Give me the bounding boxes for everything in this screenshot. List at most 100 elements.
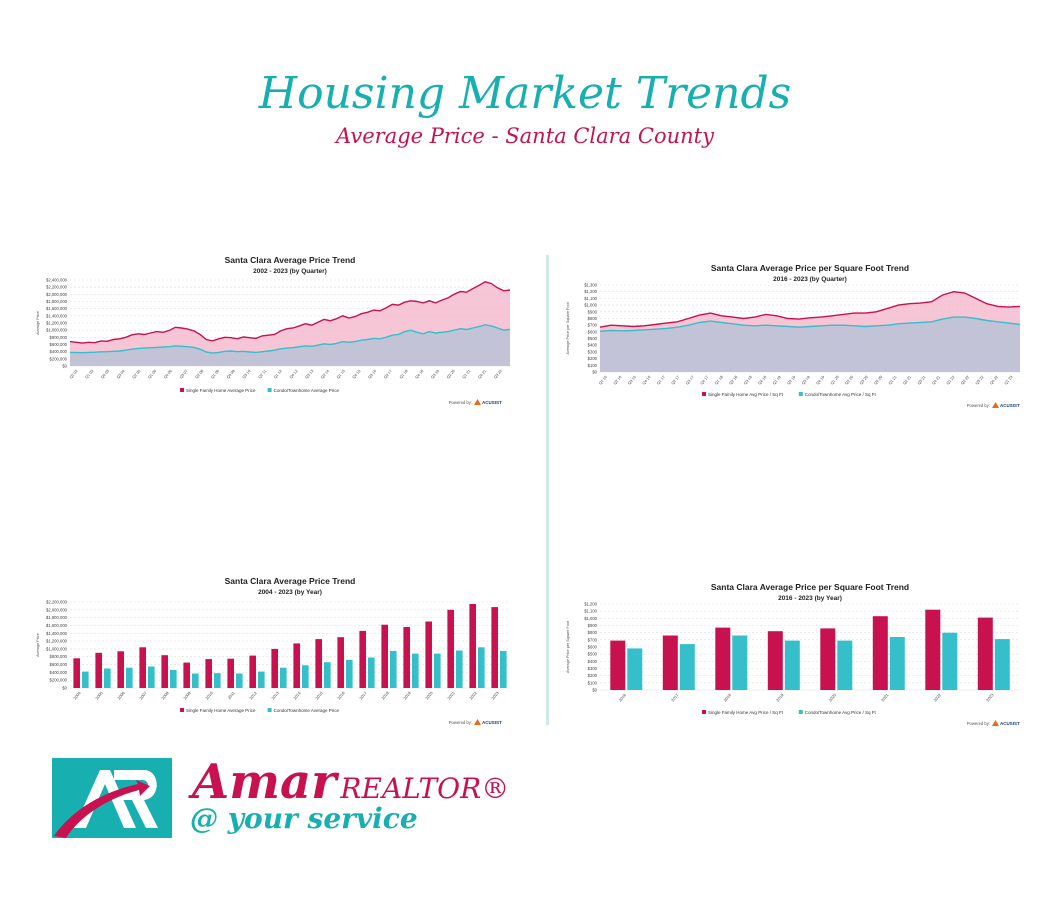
x-tick-label: Q4 06 (163, 369, 173, 379)
chart-subtitle: 2002 - 2023 (by Quarter) (253, 268, 327, 275)
bar (236, 673, 243, 688)
x-tick-label: Q2 11 (258, 369, 268, 379)
x-tick-label: Q1 23 (1004, 375, 1014, 385)
x-tick-label: Q4 18 (415, 369, 425, 379)
x-tick-label: Q2 17 (671, 375, 681, 385)
bar (679, 644, 695, 690)
y-tick-label: $900 (588, 309, 598, 314)
x-tick-label: Q4 16 (642, 375, 652, 385)
bar (183, 662, 190, 688)
legend-swatch (798, 710, 803, 714)
brand-tagline: @ your service (190, 802, 418, 835)
bar (491, 607, 498, 688)
acusist-logo-icon (474, 719, 481, 725)
x-tick-label: 2021 (446, 690, 456, 701)
legend-label: Condo/Townhome Average Price (274, 388, 340, 393)
x-tick-label: 2008 (160, 690, 170, 701)
y-tick-label: $1,200 (584, 602, 597, 607)
y-axis-label: Average Price (36, 633, 40, 657)
x-tick-label: Q4 21 (477, 369, 487, 379)
y-tick-label: $0 (592, 688, 597, 693)
bar (627, 648, 643, 690)
bar (434, 653, 441, 688)
acusist-logo-icon (992, 402, 999, 408)
x-tick-label: Q3 21 (917, 375, 927, 385)
legend-label: Single Family Home Average Price (186, 708, 256, 713)
y-tick-label: $400,000 (50, 349, 68, 354)
y-tick-label: $2,200,000 (46, 600, 68, 605)
y-tick-label: $1,200,000 (46, 321, 68, 326)
x-tick-label: Q1 21 (888, 375, 898, 385)
y-tick-label: $1,100 (584, 609, 597, 614)
y-tick-label: $1,000 (584, 303, 597, 308)
y-tick-label: $1,200 (584, 289, 597, 294)
x-tick-label: Q1 15 (336, 369, 346, 379)
bar (872, 616, 888, 690)
x-tick-label: 2022 (932, 692, 942, 703)
y-tick-label: $1,000 (584, 616, 597, 621)
chart-title: Santa Clara Average Price per Square Foo… (711, 582, 909, 592)
bar (126, 667, 133, 688)
legend-swatch (180, 708, 184, 712)
bar (271, 648, 278, 688)
y-tick-label: $800,000 (50, 335, 68, 340)
acusist-label: ACUSIST (1000, 403, 1020, 408)
x-tick-label: 2021 (880, 692, 890, 703)
y-tick-label: $400 (588, 343, 598, 348)
legend-swatch (702, 710, 706, 714)
chart-title: Santa Clara Average Price Trend (225, 576, 356, 586)
acusist-logo-icon (474, 399, 481, 405)
series-area (600, 317, 1020, 372)
x-tick-label: Q2 21 (902, 375, 912, 385)
bar (469, 604, 476, 688)
y-tick-label: $1,300 (584, 283, 597, 288)
y-tick-label: $0 (592, 370, 597, 375)
legend-label: Condo/Townhome Average Price (274, 708, 340, 713)
x-tick-label: Q4 18 (758, 375, 768, 385)
x-tick-label: 2016 (617, 692, 627, 703)
x-tick-label: Q2 18 (729, 375, 739, 385)
legend-swatch (267, 708, 272, 712)
y-tick-label: $200,000 (50, 678, 68, 683)
x-tick-label: Q3 16 (627, 375, 637, 385)
y-axis-label: Average Price (36, 311, 40, 335)
bar (315, 639, 322, 688)
x-tick-label: 2022 (468, 690, 478, 701)
y-tick-label: $1,200,000 (46, 639, 68, 644)
bar (412, 653, 419, 688)
logo-mark (52, 758, 172, 838)
bar (117, 651, 124, 688)
y-axis-label: Average Price per Square Foot (566, 620, 570, 673)
x-tick-label: 2023 (985, 692, 995, 703)
y-tick-label: $300 (588, 666, 598, 671)
x-tick-label: Q1 18 (714, 375, 724, 385)
acusist-label: ACUSIST (482, 720, 502, 725)
legend-swatch (180, 388, 184, 392)
x-tick-label: 2013 (270, 690, 280, 701)
bar (302, 665, 309, 688)
y-tick-label: $600,000 (50, 342, 68, 347)
x-tick-label: Q3 19 (801, 375, 811, 385)
bar (346, 659, 353, 688)
chart-price-sqft-year: Santa Clara Average Price per Square Foo… (566, 582, 1020, 726)
x-tick-label: Q3 22 (493, 369, 503, 379)
bar (977, 617, 993, 690)
bar (889, 637, 905, 690)
y-tick-label: $500 (588, 652, 598, 657)
x-tick-label: Q1 12 (273, 369, 283, 379)
y-tick-label: $1,800,000 (46, 299, 68, 304)
chart-subtitle: 2016 - 2023 (by Quarter) (773, 276, 847, 283)
x-tick-label: Q2 17 (383, 369, 393, 379)
y-tick-label: $300 (588, 349, 598, 354)
bar (925, 609, 941, 690)
legend-swatch (702, 392, 706, 396)
x-tick-label: Q4 21 (931, 375, 941, 385)
legend-label: Single Family Home Avg Price / Sq Ft (708, 392, 784, 397)
bar (249, 655, 256, 688)
brand-realtor: REALTOR® (340, 772, 510, 805)
y-tick-label: $200,000 (50, 356, 68, 361)
bar (500, 650, 507, 688)
page-title: Housing Market Trends (258, 68, 792, 119)
bar (403, 627, 410, 688)
x-tick-label: Q4 19 (816, 375, 826, 385)
